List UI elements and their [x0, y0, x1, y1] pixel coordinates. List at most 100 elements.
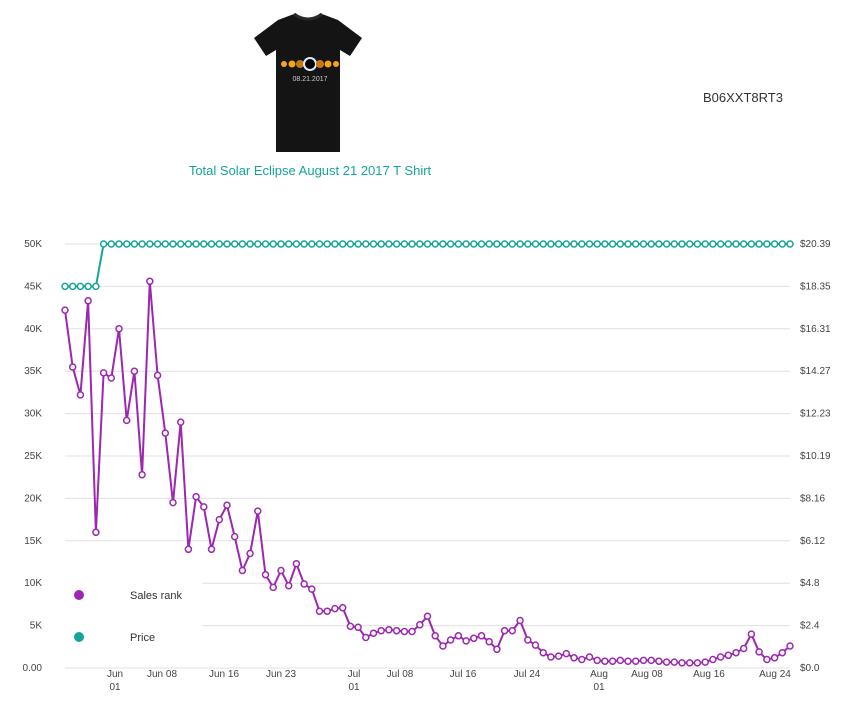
price-point[interactable]: [554, 240, 563, 248]
sales-rank-point[interactable]: [369, 629, 378, 637]
price-point[interactable]: [585, 240, 594, 248]
sales-rank-point[interactable]: [115, 325, 123, 333]
price-point[interactable]: [493, 240, 501, 248]
sales-rank-point[interactable]: [176, 418, 185, 426]
sales-rank-point[interactable]: [454, 632, 463, 640]
sales-rank-point[interactable]: [122, 416, 131, 425]
sales-rank-point[interactable]: [146, 277, 154, 286]
sales-rank-point[interactable]: [308, 585, 316, 593]
legend-marker-sales-rank[interactable]: [74, 590, 84, 600]
sales-rank-point[interactable]: [524, 636, 532, 644]
sales-rank-point[interactable]: [678, 659, 686, 667]
price-point[interactable]: [524, 240, 532, 248]
price-point[interactable]: [477, 240, 486, 248]
price-point[interactable]: [323, 240, 331, 248]
price-point[interactable]: [107, 240, 116, 248]
sales-rank-point[interactable]: [647, 656, 655, 665]
price-point[interactable]: [184, 240, 193, 248]
price-point[interactable]: [462, 240, 470, 248]
price-point[interactable]: [647, 240, 655, 248]
sales-rank-point[interactable]: [755, 648, 763, 656]
price-point[interactable]: [230, 240, 239, 248]
price-point[interactable]: [354, 240, 362, 248]
sales-rank-point[interactable]: [585, 653, 594, 661]
price-point[interactable]: [261, 240, 270, 248]
sales-rank-point[interactable]: [439, 642, 447, 650]
sales-rank-point[interactable]: [61, 306, 69, 314]
price-point[interactable]: [678, 240, 686, 248]
price-point[interactable]: [385, 240, 393, 248]
price-point[interactable]: [739, 240, 748, 248]
price-point[interactable]: [709, 240, 717, 248]
sales-rank-point[interactable]: [254, 507, 262, 515]
sales-rank-point[interactable]: [685, 659, 694, 667]
sales-rank-point[interactable]: [470, 634, 478, 643]
price-point[interactable]: [416, 240, 424, 248]
price-point[interactable]: [732, 240, 740, 248]
price-point[interactable]: [246, 240, 254, 248]
sales-rank-point[interactable]: [261, 570, 270, 579]
price-point[interactable]: [169, 240, 177, 248]
sales-rank-point[interactable]: [485, 637, 493, 646]
price-point[interactable]: [269, 240, 277, 248]
sales-rank-point[interactable]: [701, 658, 709, 666]
price-point[interactable]: [593, 240, 601, 248]
sales-rank-point[interactable]: [670, 658, 679, 666]
price-point[interactable]: [362, 240, 370, 248]
price-point[interactable]: [215, 240, 224, 248]
sales-rank-point[interactable]: [655, 657, 663, 665]
sales-rank-point[interactable]: [84, 297, 92, 305]
sales-rank-point[interactable]: [477, 632, 486, 640]
sales-rank-point[interactable]: [99, 369, 108, 377]
price-point[interactable]: [755, 240, 763, 248]
sales-rank-point[interactable]: [346, 622, 355, 631]
price-point[interactable]: [763, 240, 771, 248]
price-point[interactable]: [153, 240, 162, 248]
price-point[interactable]: [292, 240, 301, 248]
sales-rank-point[interactable]: [508, 626, 517, 635]
sales-rank-point[interactable]: [431, 632, 439, 640]
price-point[interactable]: [392, 240, 401, 248]
sales-rank-point[interactable]: [354, 623, 362, 632]
price-point[interactable]: [547, 240, 555, 248]
price-point[interactable]: [338, 240, 347, 248]
sales-rank-point[interactable]: [709, 655, 717, 664]
price-point[interactable]: [92, 282, 100, 291]
legend-label-sales-rank[interactable]: Sales rank: [130, 590, 182, 602]
price-point[interactable]: [161, 240, 170, 248]
price-point[interactable]: [68, 282, 77, 291]
sales-rank-point[interactable]: [716, 653, 725, 661]
price-point[interactable]: [400, 240, 409, 248]
sales-rank-point[interactable]: [315, 607, 324, 615]
sales-rank-point[interactable]: [547, 653, 555, 661]
sales-rank-point[interactable]: [192, 492, 200, 501]
price-point[interactable]: [277, 240, 285, 248]
sales-rank-point[interactable]: [300, 580, 308, 588]
price-point[interactable]: [531, 240, 540, 248]
sales-rank-point[interactable]: [200, 503, 208, 511]
sales-rank-point[interactable]: [385, 626, 393, 634]
price-point[interactable]: [331, 240, 339, 248]
sales-rank-point[interactable]: [493, 645, 501, 654]
price-point[interactable]: [508, 240, 517, 248]
price-point[interactable]: [138, 240, 146, 248]
sales-rank-point[interactable]: [184, 545, 193, 554]
sales-rank-point[interactable]: [153, 371, 162, 380]
price-point[interactable]: [192, 240, 200, 248]
price-point[interactable]: [454, 240, 463, 248]
price-point[interactable]: [315, 240, 324, 248]
sales-rank-point[interactable]: [138, 470, 146, 479]
price-point[interactable]: [115, 240, 123, 248]
price-point[interactable]: [500, 240, 509, 248]
sales-rank-point[interactable]: [331, 604, 339, 613]
sales-rank-point[interactable]: [230, 532, 239, 541]
sales-rank-point[interactable]: [238, 566, 247, 575]
price-point[interactable]: [539, 240, 547, 248]
price-point[interactable]: [624, 240, 632, 248]
price-point[interactable]: [485, 240, 493, 248]
sales-rank-point[interactable]: [338, 604, 347, 612]
price-point[interactable]: [223, 240, 231, 248]
sales-rank-point[interactable]: [246, 549, 254, 558]
sales-rank-point[interactable]: [631, 657, 640, 665]
sales-rank-point[interactable]: [207, 545, 216, 554]
